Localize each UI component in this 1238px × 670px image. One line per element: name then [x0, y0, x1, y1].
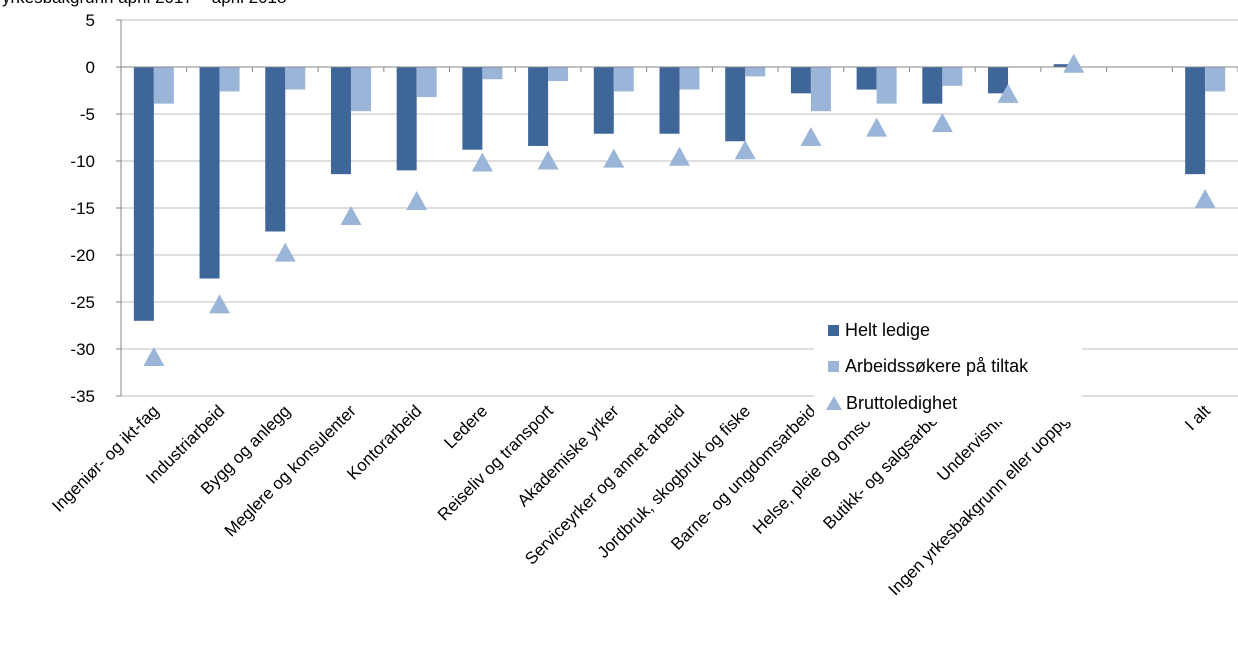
- bar-helt-ledige: [265, 67, 285, 232]
- bar-helt-ledige: [922, 67, 942, 104]
- y-tick-label: -35: [70, 387, 95, 406]
- marker-bruttoledighet: [209, 294, 230, 313]
- bar-helt-ledige: [791, 67, 811, 93]
- x-tick-label: I alt: [1181, 401, 1214, 434]
- y-tick-label: 5: [86, 11, 95, 30]
- marker-bruttoledighet: [538, 151, 559, 170]
- x-tick-label: Meglere og konsulenter: [221, 401, 360, 540]
- legend-label: Bruttoledighet: [846, 393, 957, 414]
- marker-bruttoledighet: [866, 118, 887, 137]
- y-tick-label: -5: [80, 105, 95, 124]
- bar-arbeidssokere: [417, 67, 437, 97]
- bar-arbeidssokere: [482, 67, 502, 79]
- marker-bruttoledighet: [932, 113, 953, 132]
- legend-item-arbeidssokere: Arbeidssøkere på tiltak: [828, 354, 1028, 378]
- marker-bruttoledighet: [1063, 54, 1084, 73]
- bar-helt-ledige: [1185, 67, 1205, 174]
- bar-arbeidssokere: [154, 67, 174, 104]
- y-tick-label: 0: [86, 58, 95, 77]
- bar-arbeidssokere: [548, 67, 568, 81]
- bar-helt-ledige: [331, 67, 351, 174]
- marker-bruttoledighet: [735, 140, 756, 159]
- bar-arbeidssokere: [220, 67, 240, 91]
- bar-helt-ledige: [200, 67, 220, 279]
- x-tick-label: Ingeniør- og ikt-fag: [48, 401, 162, 515]
- marker-bruttoledighet: [406, 191, 427, 210]
- bar-helt-ledige: [594, 67, 614, 134]
- y-tick-label: -20: [70, 246, 95, 265]
- legend: Helt ledige Arbeidssøkere på tiltak Brut…: [814, 312, 1082, 422]
- x-tick-label: Ledere: [440, 401, 491, 452]
- chart-title: yrkesbakgrunn april 2017 – april 2018: [2, 0, 286, 8]
- bar-arbeidssokere: [745, 67, 765, 76]
- y-tick-label: -10: [70, 152, 95, 171]
- bar-arbeidssokere: [680, 67, 700, 90]
- y-tick-label: -30: [70, 340, 95, 359]
- marker-bruttoledighet: [143, 347, 164, 366]
- bar-helt-ledige: [528, 67, 548, 146]
- legend-item-bruttoledighet: Bruttoledighet: [828, 391, 957, 415]
- x-tick-label: Reiseliv og transport: [434, 401, 557, 524]
- bar-helt-ledige: [725, 67, 745, 141]
- marker-bruttoledighet: [340, 206, 361, 225]
- bar-helt-ledige: [134, 67, 154, 321]
- marker-bruttoledighet: [669, 147, 690, 166]
- legend-label: Arbeidssøkere på tiltak: [845, 356, 1028, 377]
- legend-swatch-square-icon: [828, 325, 839, 336]
- bar-helt-ledige: [397, 67, 417, 170]
- marker-bruttoledighet: [472, 152, 493, 171]
- bar-arbeidssokere: [942, 67, 962, 86]
- bar-arbeidssokere: [1205, 67, 1225, 91]
- legend-triangle-icon: [826, 396, 842, 410]
- bar-helt-ledige: [857, 67, 877, 90]
- bar-arbeidssokere: [285, 67, 305, 90]
- legend-item-helt-ledige: Helt ledige: [828, 318, 930, 342]
- marker-bruttoledighet: [1195, 189, 1216, 208]
- bar-arbeidssokere: [614, 67, 634, 91]
- legend-swatch-square-icon: [828, 361, 839, 372]
- bar-arbeidssokere: [877, 67, 897, 104]
- bar-arbeidssokere: [351, 67, 371, 111]
- marker-bruttoledighet: [603, 149, 624, 168]
- y-tick-label: -25: [70, 293, 95, 312]
- bar-arbeidssokere: [811, 67, 831, 111]
- marker-bruttoledighet: [800, 127, 821, 146]
- legend-label: Helt ledige: [845, 320, 930, 341]
- bar-helt-ledige: [462, 67, 482, 150]
- marker-bruttoledighet: [275, 243, 296, 262]
- bar-helt-ledige: [660, 67, 680, 134]
- y-tick-label: -15: [70, 199, 95, 218]
